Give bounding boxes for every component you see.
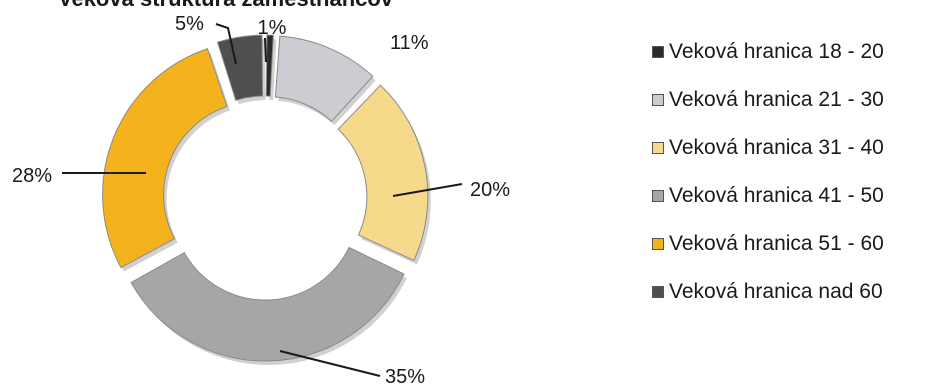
legend-item: Veková hranica 18 - 20 — [652, 28, 884, 76]
legend-item: Veková hranica nad 60 — [652, 268, 884, 316]
donut-slice — [265, 34, 274, 97]
donut-slice — [337, 84, 429, 262]
legend-swatch — [652, 142, 664, 154]
legend: Veková hranica 18 - 20 Veková hranica 21 … — [652, 28, 884, 316]
leader-line — [279, 350, 381, 377]
label-leaders — [62, 23, 463, 377]
leader-line — [215, 23, 237, 65]
legend-item: Veková hranica 31 - 40 — [652, 124, 884, 172]
legend-label: Veková hranica nad 60 — [669, 280, 883, 303]
value-label: 5% — [175, 13, 204, 35]
legend-label: Veková hranica 51 - 60 — [669, 232, 884, 255]
legend-label: Veková hranica 31 - 40 — [669, 136, 884, 159]
legend-swatch — [652, 46, 664, 58]
legend-item: Veková hranica 21 - 30 — [652, 76, 884, 124]
legend-label: Veková hranica 21 - 30 — [669, 88, 884, 111]
value-label: 28% — [12, 165, 52, 187]
donut-slice — [274, 35, 374, 122]
value-label: 11% — [390, 32, 429, 54]
donut-slices — [102, 34, 431, 365]
legend-label: Veková hranica 18 - 20 — [669, 40, 884, 63]
value-label: 20% — [470, 179, 510, 201]
legend-swatch — [652, 94, 664, 106]
legend-item: Veková hranica 51 - 60 — [652, 220, 884, 268]
donut-slice — [130, 246, 405, 362]
donut-slice — [102, 48, 228, 269]
value-label: 35% — [385, 366, 425, 387]
leader-line — [264, 37, 267, 63]
legend-swatch — [652, 190, 664, 202]
legend-item: Veková hranica 41 - 50 — [652, 172, 884, 220]
legend-swatch — [652, 286, 664, 298]
legend-label: Veková hranica 41 - 50 — [669, 184, 884, 207]
legend-swatch — [652, 238, 664, 250]
value-label: 1% — [258, 17, 287, 39]
donut-slice — [216, 34, 264, 101]
chart-title: Veková štruktúra zamestnancov — [58, 0, 393, 12]
leader-line — [392, 183, 463, 197]
value-labels: 1% 11% 20% 35% 28% 5% — [12, 13, 510, 387]
